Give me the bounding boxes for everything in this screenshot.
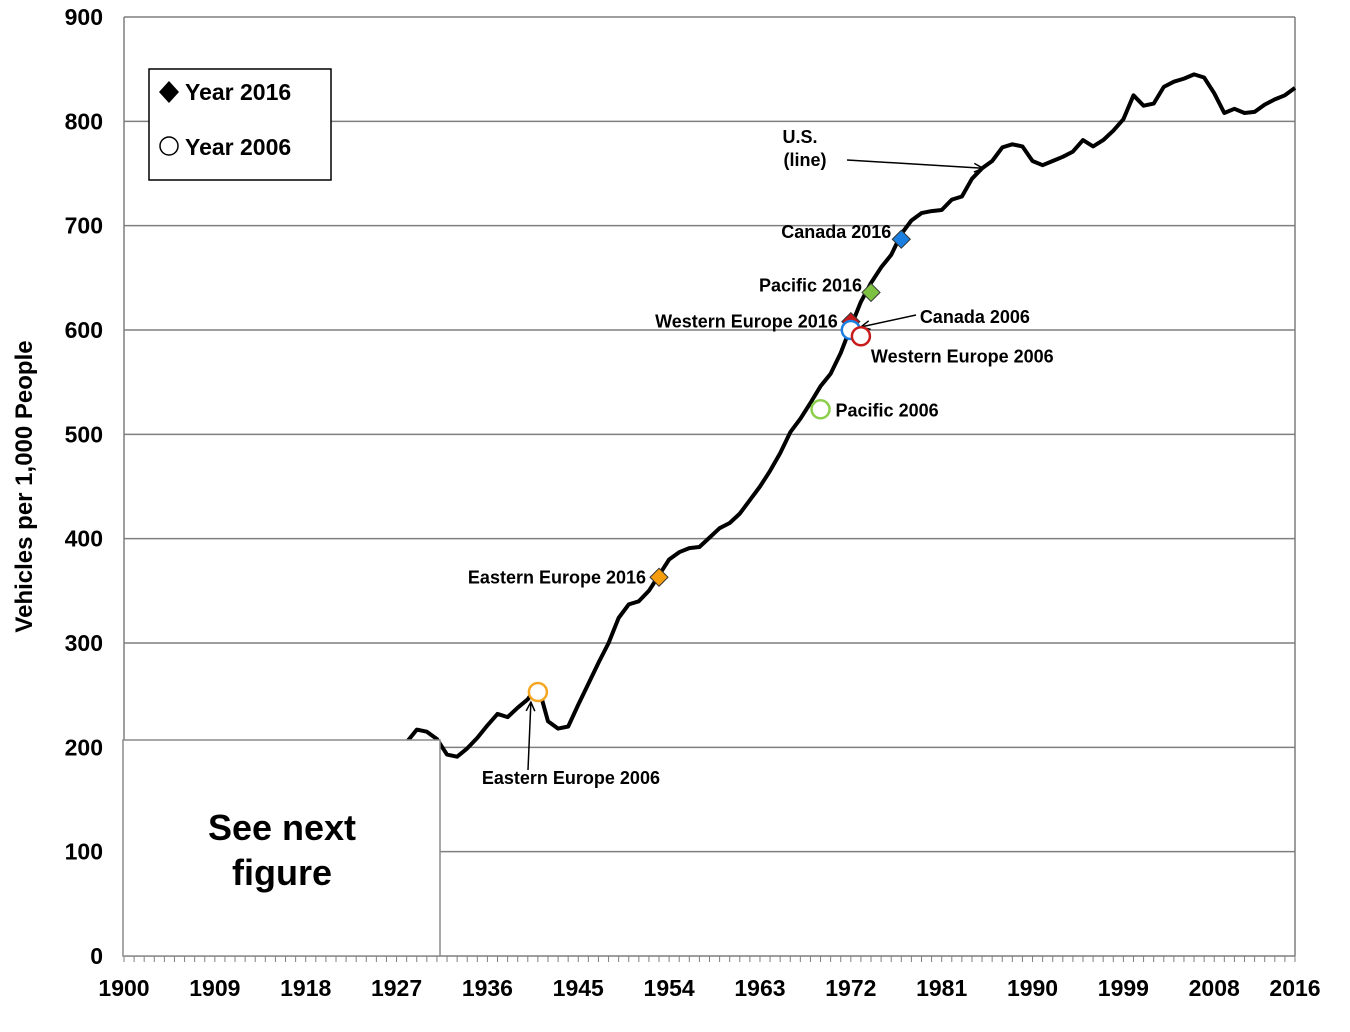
annotation-arrows: [525, 159, 985, 771]
y-tick-label: 500: [65, 421, 103, 447]
pacific-2016-marker: [861, 282, 881, 303]
x-tick-label: 1954: [644, 975, 695, 1001]
y-tick-label: 400: [65, 526, 103, 552]
pacific-2006-label: Pacific 2006: [836, 400, 939, 420]
us-annotation-line1: U.S.: [782, 127, 817, 147]
y-tick-label: 800: [65, 108, 103, 134]
eastern-europe-2016-marker: [649, 567, 669, 587]
eastern-europe-2006-arrow: [527, 702, 532, 771]
western-europe-2006-marker: [850, 326, 872, 347]
legend[interactable]: Year 2016 Year 2006: [148, 68, 332, 181]
canada-2006-arrow: [860, 314, 917, 328]
legend-box: [148, 68, 332, 181]
x-tick-label: 1963: [734, 975, 785, 1001]
canada-2006-label: Canada 2006: [920, 307, 1030, 327]
legend-item-year-2016: Year 2016: [185, 79, 291, 105]
y-tick-label: 100: [65, 839, 103, 865]
legend-diamond-icon: [159, 81, 179, 103]
eastern-europe-2006-marker: [527, 681, 549, 703]
x-tick-label: 2016: [1269, 975, 1320, 1001]
see-next-figure-box: See next figure: [122, 739, 441, 957]
pacific-2016-label: Pacific 2016: [759, 275, 862, 295]
x-tick-label: 2008: [1189, 975, 1240, 1001]
x-tick-label: 1909: [189, 975, 240, 1001]
x-tick-label: 1927: [371, 975, 422, 1001]
us-arrow-head: [973, 162, 985, 173]
y-tick-label: 900: [65, 4, 103, 30]
canada-2016-label: Canada 2016: [781, 222, 891, 242]
y-tick-label: 200: [65, 734, 103, 760]
us-annotation-line2: (line): [784, 150, 827, 170]
eastern-europe-2016-label: Eastern Europe 2016: [468, 567, 646, 587]
eastern-europe-2006-arrow-head: [525, 700, 536, 712]
y-tick-label: 0: [90, 943, 103, 969]
x-tick-label: 1990: [1007, 975, 1058, 1001]
marker-points: [527, 229, 912, 703]
x-tick-label: 1981: [916, 975, 967, 1001]
us-line-annotation: U.S. (line): [782, 127, 826, 170]
y-tick-label: 600: [65, 317, 103, 343]
legend-circle-icon: [159, 136, 179, 156]
western-europe-2016-label: Western Europe 2016: [655, 312, 838, 332]
eastern-europe-2006-label: Eastern Europe 2006: [482, 768, 660, 788]
x-tick-label: 1945: [553, 975, 604, 1001]
see-next-figure-line1: See next: [208, 807, 356, 848]
y-tick-labels: 0 100 200 300 400 500 600 700 800 900: [65, 4, 103, 969]
x-tick-label: 1918: [280, 975, 331, 1001]
point-labels: Eastern Europe 2016 Canada 2016 Pacific 20…: [468, 222, 1054, 788]
legend-item-year-2006: Year 2006: [185, 134, 291, 160]
x-tick-label: 1900: [98, 975, 149, 1001]
y-tick-label: 300: [65, 630, 103, 656]
x-tick-label: 1936: [462, 975, 513, 1001]
see-next-figure-rect: [122, 739, 441, 957]
x-tick-labels: 1900 1909 1918 1927 1936 1945 1954 1963 1972 1981…: [98, 975, 1320, 1001]
x-tick-label: 1972: [825, 975, 876, 1001]
x-tick-label: 1999: [1098, 975, 1149, 1001]
y-axis-label: Vehicles per 1,000 People: [11, 340, 38, 632]
us-arrow: [846, 159, 984, 170]
western-europe-2006-label: Western Europe 2006: [871, 346, 1054, 366]
y-tick-label: 700: [65, 213, 103, 239]
see-next-figure-line2: figure: [232, 852, 332, 893]
pacific-2006-marker: [810, 399, 831, 420]
canada-2016-marker: [891, 229, 912, 249]
